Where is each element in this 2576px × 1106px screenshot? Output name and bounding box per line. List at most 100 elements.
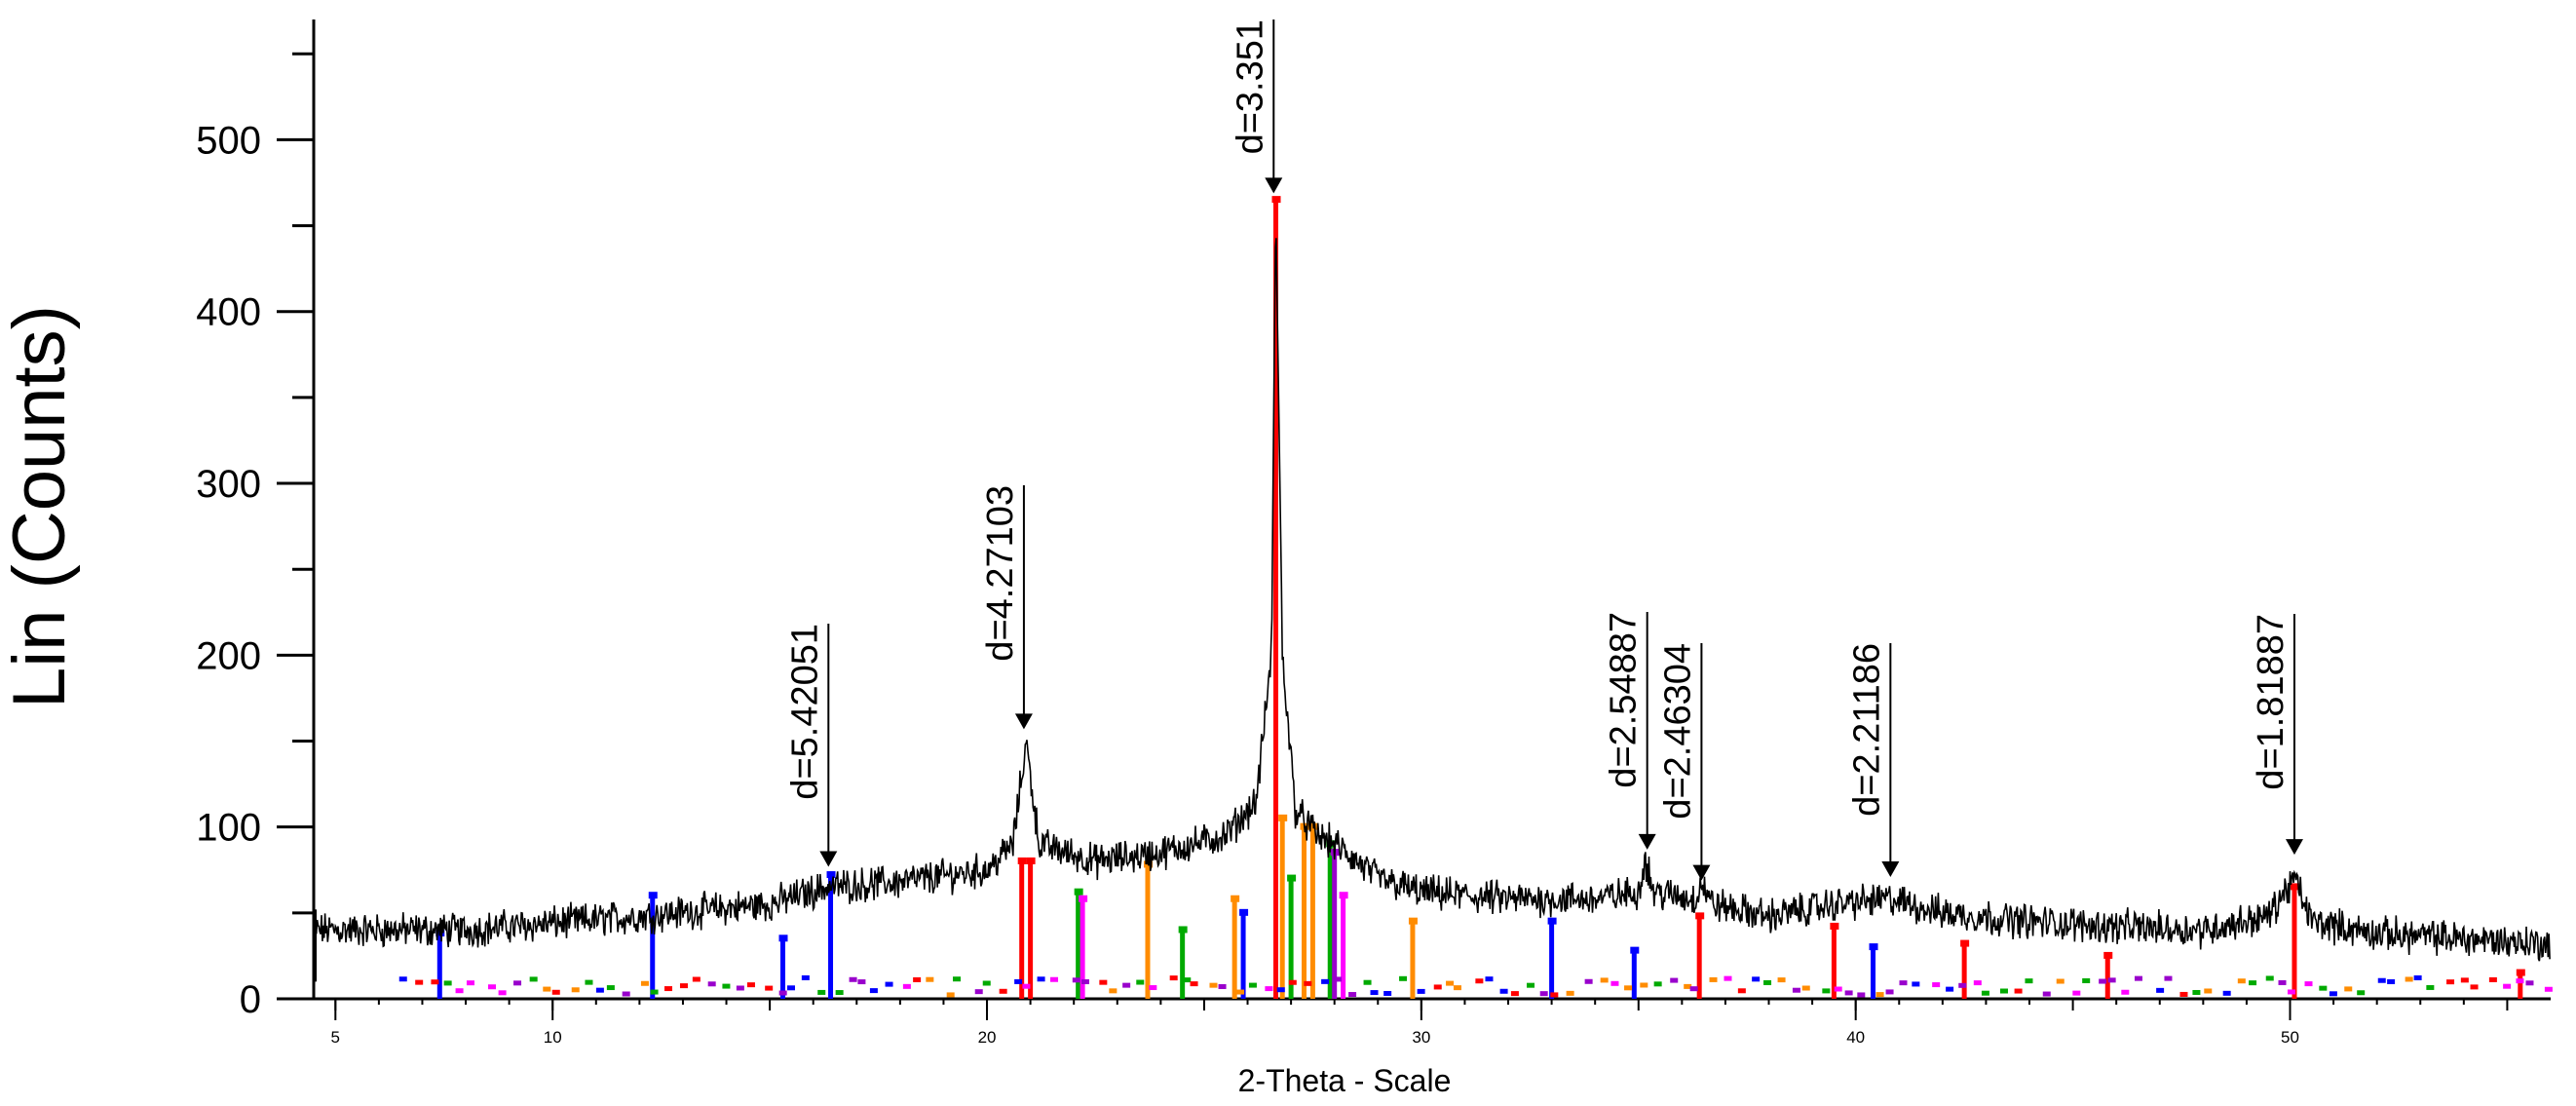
phase-marker <box>1684 983 1692 989</box>
phase-marker <box>2156 987 2165 993</box>
peak-arrow <box>2285 839 2303 856</box>
phase-marker <box>498 990 507 996</box>
phase-marker <box>650 989 659 995</box>
phase-marker <box>2344 986 2353 992</box>
phase-marker <box>2222 990 2231 996</box>
phase-marker <box>2072 990 2081 996</box>
phase-marker <box>1022 983 1031 989</box>
phase-marker <box>679 983 688 989</box>
phase-marker <box>2082 977 2091 983</box>
reference-stick-cap <box>1630 946 1640 954</box>
phase-marker <box>1169 975 1178 981</box>
phase-marker <box>1510 991 1519 997</box>
peak-annotations: d=5.42051 d=4.27103 d=3.351 d=2.54887 d=2.46… <box>784 19 2303 881</box>
phase-marker <box>1072 977 1080 983</box>
phase-marker <box>1946 986 1954 992</box>
reference-stick-cap <box>1287 874 1297 882</box>
phase-marker <box>640 980 649 986</box>
phase-marker <box>1981 990 1989 996</box>
phase-marker <box>1822 988 1831 994</box>
phase-marker <box>902 983 911 989</box>
peak-arrow <box>1265 177 1283 194</box>
peak-arrow <box>819 851 838 867</box>
phase-marker <box>1932 982 1941 988</box>
reference-pattern-sticks <box>398 196 2553 999</box>
chart-axes <box>312 19 2551 1001</box>
phase-marker <box>1875 992 1884 998</box>
x-tick-label: 20 <box>978 1028 997 1047</box>
phase-marker <box>595 987 604 993</box>
reference-stick-cap <box>1830 922 1839 930</box>
y-tick-label: 100 <box>196 807 261 850</box>
phase-marker <box>1600 977 1609 983</box>
phase-marker <box>1763 979 1772 985</box>
phase-marker <box>707 981 716 987</box>
peak-label: d=5.42051 <box>784 624 825 800</box>
phase-marker <box>2525 980 2534 986</box>
reference-stick-cap <box>1231 895 1240 902</box>
phase-marker <box>2204 988 2213 994</box>
phase-marker <box>2544 986 2553 992</box>
phase-marker <box>1276 987 1285 993</box>
phase-marker <box>2503 983 2512 989</box>
phase-marker <box>1433 984 1442 990</box>
phase-marker <box>2377 977 2386 983</box>
phase-marker <box>1792 987 1800 993</box>
phase-marker <box>1857 992 1866 998</box>
phase-marker <box>415 979 424 985</box>
phase-marker <box>1885 989 1894 995</box>
phase-marker <box>2357 990 2366 996</box>
phase-marker <box>2413 974 2422 980</box>
phase-marker <box>765 985 774 991</box>
reference-stick-cap <box>1079 895 1088 902</box>
phase-marker <box>2319 985 2328 991</box>
peak-label: d=1.81887 <box>2251 614 2292 790</box>
reference-stick-cap <box>1026 857 1036 864</box>
phase-marker <box>585 979 593 985</box>
reference-stick-cap <box>1017 857 1027 864</box>
phase-marker <box>1236 989 1245 995</box>
reference-stick-cap <box>2516 969 2525 976</box>
phase-marker <box>1653 981 1662 987</box>
phase-marker <box>1475 978 1484 984</box>
phase-marker <box>2287 989 2295 995</box>
phase-marker <box>1304 980 1312 986</box>
phase-marker <box>1050 976 1059 982</box>
phase-marker <box>999 988 1007 994</box>
phase-marker <box>606 985 615 991</box>
x-tick-label: 5 <box>331 1028 340 1047</box>
phase-marker <box>2134 975 2142 981</box>
phase-marker <box>1446 980 1455 986</box>
phase-marker <box>2488 976 2497 982</box>
reference-stick-cap <box>2103 951 2113 959</box>
phase-marker <box>1218 983 1227 989</box>
phase-marker <box>1709 976 1718 982</box>
phase-marker <box>1453 985 1461 991</box>
phase-marker <box>398 976 407 982</box>
phase-marker <box>487 984 496 990</box>
reference-stick-cap <box>1271 196 1281 204</box>
x-tick-label: 10 <box>544 1028 562 1047</box>
phase-marker <box>857 979 866 985</box>
phase-marker <box>443 980 452 986</box>
phase-marker <box>817 989 826 995</box>
phase-marker <box>2516 978 2524 984</box>
phase-marker <box>1265 986 1273 992</box>
phase-marker <box>974 989 983 995</box>
phase-marker <box>2107 977 2116 983</box>
phase-marker <box>1584 978 1593 984</box>
phase-marker <box>431 979 439 985</box>
phase-marker <box>946 992 955 998</box>
phase-marker <box>778 990 787 996</box>
reference-stick-cap <box>1547 917 1557 925</box>
x-tick-label: 30 <box>1412 1028 1430 1047</box>
phase-marker <box>1958 982 1967 988</box>
peak-arrow <box>1692 864 1711 881</box>
phase-marker <box>1689 986 1698 992</box>
phase-marker <box>926 976 934 982</box>
phase-marker <box>2329 991 2337 997</box>
phase-marker <box>1080 978 1089 984</box>
phase-marker <box>1724 975 1732 981</box>
phase-marker <box>849 976 857 982</box>
